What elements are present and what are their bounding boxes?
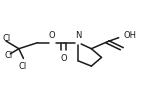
Text: N: N <box>75 31 81 40</box>
Text: O: O <box>49 31 56 40</box>
Text: OH: OH <box>124 31 137 40</box>
Text: O: O <box>60 54 67 63</box>
Text: Cl: Cl <box>4 51 13 60</box>
Text: Cl: Cl <box>3 34 11 43</box>
Text: Cl: Cl <box>19 62 27 71</box>
